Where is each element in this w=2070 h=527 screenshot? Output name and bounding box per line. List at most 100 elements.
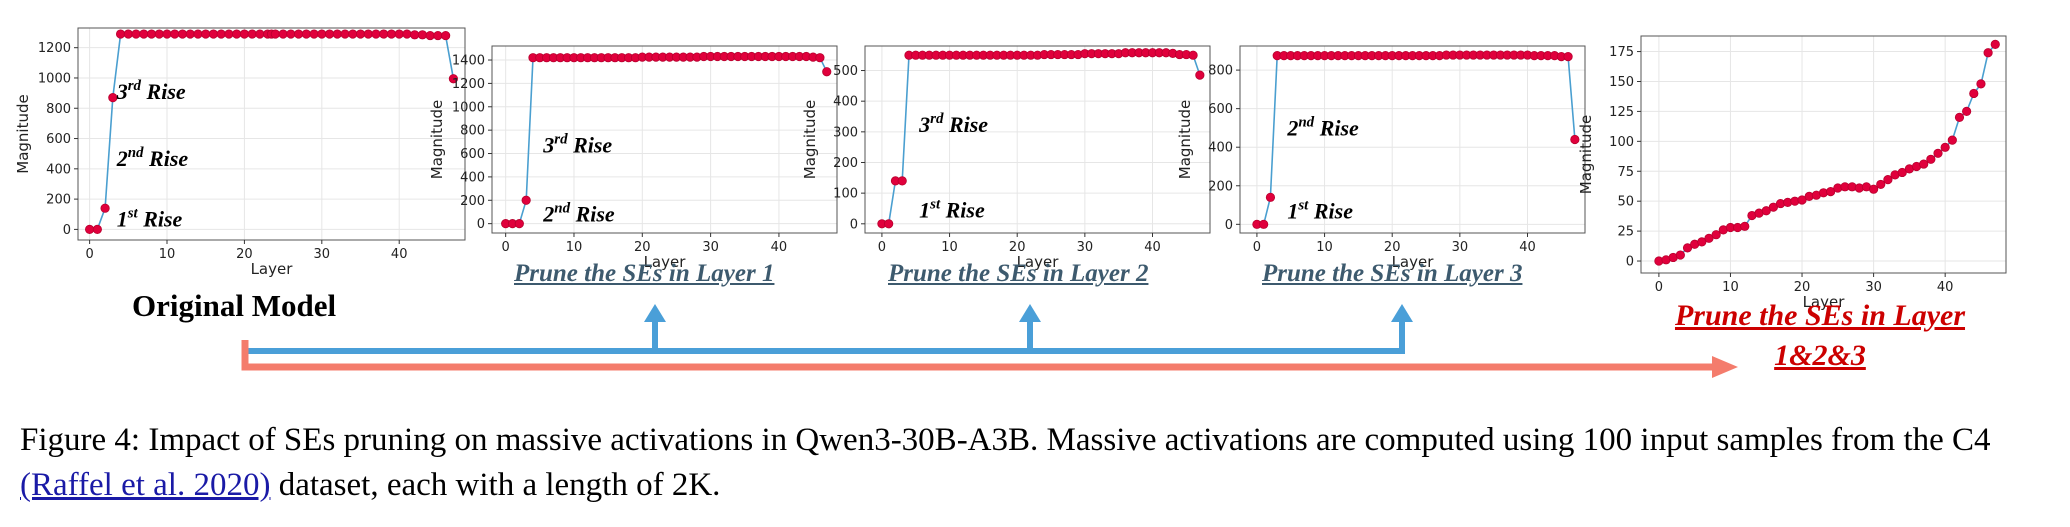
rise-number: 1: [117, 206, 128, 231]
data-point: [1954, 112, 1965, 122]
x-tick-label: 30: [1865, 280, 1882, 295]
x-axis-label: Layer: [1017, 253, 1060, 271]
data-point: [247, 29, 257, 39]
x-axis-label: Layer: [1392, 253, 1435, 271]
y-tick-label: 0: [1626, 255, 1634, 270]
rise-number: 3: [116, 79, 128, 104]
data-point: [425, 30, 435, 41]
data-point: [208, 29, 219, 39]
data-point: [139, 29, 149, 39]
data-point: [1962, 106, 1972, 117]
data-point: [1768, 202, 1779, 212]
data-point: [1933, 148, 1943, 158]
data-point: [1983, 48, 1993, 58]
caption-prefix: Figure 4: Impact of SEs pruning on massi…: [20, 422, 1991, 458]
data-point: [1868, 184, 1879, 194]
red-arrowhead: [1712, 356, 1738, 378]
y-tick-label: 175: [1609, 45, 1634, 60]
data-point: [193, 29, 203, 39]
x-tick-label: 20: [1009, 240, 1026, 255]
rise-annotation: 2nd Rise: [1286, 115, 1359, 141]
data-point: [371, 29, 381, 39]
data-point: [201, 29, 211, 39]
data-point: [441, 30, 451, 41]
y-tick-label: 0: [477, 217, 485, 232]
data-point: [1563, 52, 1573, 62]
y-tick-label: 100: [1609, 135, 1634, 150]
plot-frame: [77, 27, 466, 241]
data-point: [1570, 134, 1580, 145]
x-tick-label: 0: [1655, 280, 1663, 295]
y-tick-label: 200: [46, 193, 71, 208]
data-point: [379, 29, 389, 39]
x-tick-label: 0: [1253, 240, 1261, 255]
x-tick-label: 10: [159, 247, 176, 262]
data-point: [85, 224, 95, 234]
rise-suffix: nd: [554, 200, 570, 216]
data-point: [884, 219, 894, 229]
y-tick-label: 600: [1208, 102, 1233, 117]
rise-annotation: 1st Rise: [1287, 198, 1353, 224]
rise-number: 2: [116, 146, 128, 171]
x-tick-label: 30: [314, 247, 331, 262]
y-axis-label: Magnitude: [1577, 115, 1595, 194]
data-point: [1883, 175, 1893, 185]
data-point: [1697, 237, 1707, 247]
x-tick-label: 20: [236, 247, 253, 262]
data-point: [1797, 195, 1807, 205]
data-point: [1876, 179, 1886, 190]
data-point: [224, 29, 234, 39]
rise-annotation: 3rd Rise: [116, 78, 186, 104]
y-tick-label: 300: [833, 125, 858, 140]
chart-1: 0 10 20 30 40020040060080010001200LayerMagni…: [14, 27, 466, 278]
x-axis-label: Layer: [644, 253, 687, 271]
data-point: [1926, 154, 1936, 164]
data-point: [1704, 233, 1714, 243]
rise-word: Rise: [568, 132, 613, 157]
rise-annotation: 1st Rise: [919, 197, 985, 223]
x-axis-label: Layer: [1803, 293, 1846, 311]
data-point: [154, 29, 164, 39]
panel-title-layer-3: Prune the SEs in Layer 3: [1262, 260, 1523, 287]
data-point: [1675, 250, 1685, 260]
rise-number: 2: [1286, 116, 1298, 141]
data-point: [1195, 70, 1205, 80]
plot-frame: [864, 45, 1211, 234]
rise-number: 1: [1287, 199, 1298, 224]
x-tick-label: 10: [566, 240, 583, 255]
rise-suffix: st: [127, 205, 139, 221]
data-point: [131, 29, 141, 39]
y-tick-label: 1000: [452, 100, 485, 115]
data-point: [278, 29, 288, 39]
data-point: [1761, 206, 1771, 216]
y-axis-label: Magnitude: [428, 100, 446, 179]
y-axis-label: Magnitude: [801, 100, 819, 179]
rise-annotation: 3rd Rise: [542, 131, 612, 157]
data-point: [1969, 88, 1979, 99]
y-tick-label: 400: [460, 170, 485, 185]
x-axis-label: Layer: [251, 260, 294, 278]
data-point: [1919, 159, 1929, 169]
y-tick-label: 800: [1208, 64, 1233, 79]
data-point: [185, 29, 195, 39]
y-tick-label: 400: [833, 95, 858, 110]
data-point: [309, 29, 319, 39]
plot-frame: [491, 45, 838, 234]
rise-word: Rise: [1308, 199, 1353, 224]
data-point: [100, 203, 110, 213]
data-point: [92, 224, 102, 234]
citation-link[interactable]: (Raffel et al. 2020): [20, 467, 271, 503]
rise-number: 3: [542, 132, 554, 157]
data-point: [417, 30, 428, 40]
data-point: [448, 74, 458, 84]
panel-title-layer-all-line1: Prune the SEs in Layer: [1674, 299, 1966, 332]
rise-suffix: nd: [128, 145, 144, 161]
y-tick-label: 0: [1225, 218, 1233, 233]
figure-caption: Figure 4: Impact of SEs pruning on massi…: [20, 418, 2060, 508]
y-tick-label: 200: [833, 156, 858, 171]
rise-number: 1: [919, 198, 930, 223]
y-tick-label: 500: [833, 64, 858, 79]
x-tick-label: 40: [1519, 240, 1536, 255]
data-point: [301, 29, 311, 39]
